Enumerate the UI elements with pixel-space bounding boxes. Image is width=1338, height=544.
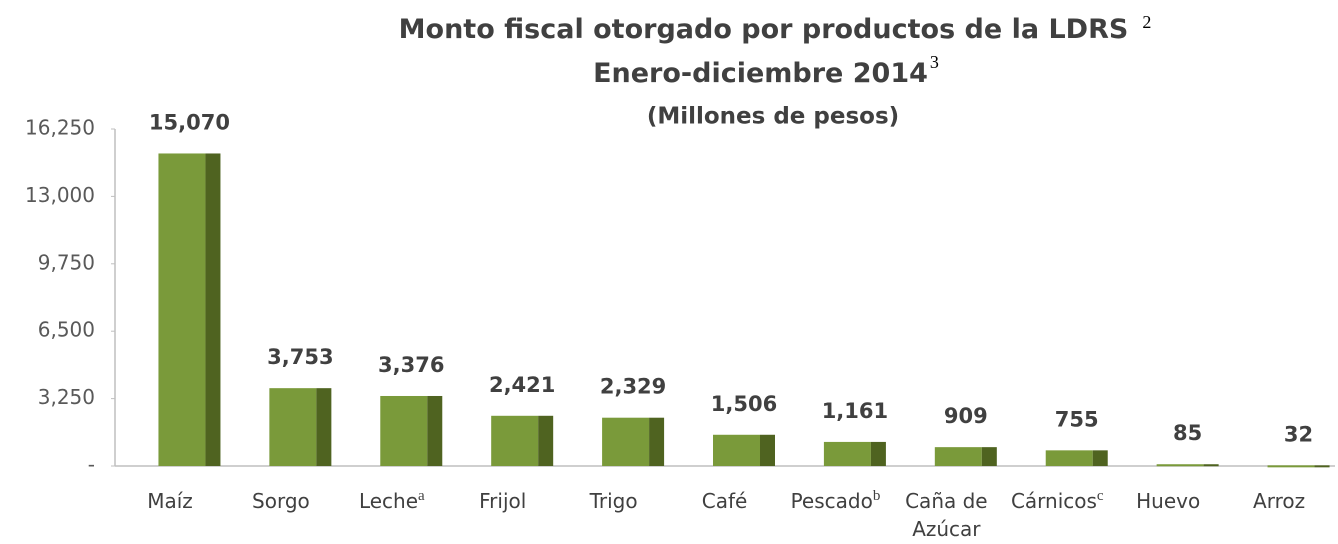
bar bbox=[823, 441, 871, 466]
bar-side bbox=[427, 395, 443, 466]
subtitle-text: Enero-diciembre 2014 bbox=[593, 58, 928, 89]
bar-side bbox=[316, 388, 332, 466]
value-label: 3,753 bbox=[267, 345, 333, 369]
value-label: 1,161 bbox=[822, 399, 888, 423]
category-name: Maíz bbox=[147, 489, 193, 513]
bar-side bbox=[205, 153, 221, 467]
bar-side bbox=[649, 417, 665, 466]
category-note: a bbox=[418, 488, 425, 504]
bar-side bbox=[1203, 464, 1219, 467]
bar bbox=[491, 415, 539, 466]
bar-side bbox=[760, 434, 775, 466]
category-name: Frijol bbox=[479, 489, 527, 513]
category-name: Huevo bbox=[1136, 489, 1201, 513]
value-label: 15,070 bbox=[149, 110, 230, 134]
category-name: Caña de Azúcar bbox=[905, 489, 988, 541]
subtitle-note: 3 bbox=[930, 52, 939, 72]
category-name: Leche bbox=[358, 489, 419, 513]
x-tick-label: Frijol bbox=[448, 487, 558, 515]
bar-side bbox=[981, 447, 997, 466]
value-label: 85 bbox=[1173, 421, 1202, 445]
title-text: Monto fiscal otorgado por productos de l… bbox=[399, 14, 1129, 45]
x-tick-label: Maíz bbox=[115, 487, 225, 515]
value-label: 32 bbox=[1284, 422, 1313, 446]
x-tick-label: Caña de Azúcar bbox=[891, 487, 1001, 543]
y-tick-label: 9,750 bbox=[38, 250, 95, 274]
value-label: 2,329 bbox=[600, 375, 666, 399]
bar bbox=[713, 434, 760, 466]
y-tick-label: 13,000 bbox=[25, 183, 95, 207]
bar-side bbox=[538, 415, 554, 466]
y-tick-label: 3,250 bbox=[38, 385, 95, 409]
x-tick-label: Huevo bbox=[1113, 487, 1223, 515]
bar bbox=[269, 388, 317, 466]
bar-side bbox=[1314, 465, 1330, 468]
bar bbox=[1156, 464, 1204, 467]
bar bbox=[934, 447, 982, 466]
x-tick-label: Café bbox=[670, 487, 780, 515]
category-name: Sorgo bbox=[252, 489, 310, 513]
category-name: Arroz bbox=[1253, 489, 1306, 513]
category-name: Café bbox=[701, 489, 748, 513]
bar bbox=[1045, 450, 1093, 466]
value-label: 755 bbox=[1055, 407, 1099, 431]
y-tick-label: 16,250 bbox=[25, 116, 95, 140]
bar-side bbox=[1092, 450, 1108, 466]
x-tick-label: Arroz bbox=[1224, 487, 1334, 515]
title-note: 2 bbox=[1142, 12, 1151, 32]
category-name: Pescado bbox=[790, 489, 873, 513]
value-label: 909 bbox=[944, 404, 988, 428]
bar bbox=[158, 153, 206, 467]
unit-label: (Millones de pesos) bbox=[647, 104, 899, 130]
category-name: Cárnicos bbox=[1010, 489, 1097, 513]
value-label: 1,506 bbox=[711, 392, 777, 416]
x-tick-label: Pescadob bbox=[780, 487, 890, 515]
chart-subtitle: Enero-diciembre 2014 3 bbox=[593, 52, 939, 88]
bar-side bbox=[870, 441, 886, 466]
x-tick-label: Sorgo bbox=[226, 487, 336, 515]
bar bbox=[1267, 465, 1315, 468]
x-tick-label: Lechea bbox=[337, 487, 447, 515]
x-tick-label: Cárnicosc bbox=[1002, 487, 1112, 515]
value-label: 2,421 bbox=[489, 373, 555, 397]
category-note: c bbox=[1096, 488, 1104, 504]
y-tick-label: - bbox=[88, 453, 95, 477]
bar bbox=[602, 417, 650, 466]
value-label: 3,376 bbox=[378, 353, 444, 377]
bar bbox=[380, 395, 428, 466]
category-name: Trigo bbox=[589, 489, 638, 513]
chart-title: Monto fiscal otorgado por productos de l… bbox=[399, 12, 1152, 44]
y-tick-label: 6,500 bbox=[38, 318, 95, 342]
category-note: b bbox=[872, 488, 881, 504]
x-tick-label: Trigo bbox=[559, 487, 669, 515]
